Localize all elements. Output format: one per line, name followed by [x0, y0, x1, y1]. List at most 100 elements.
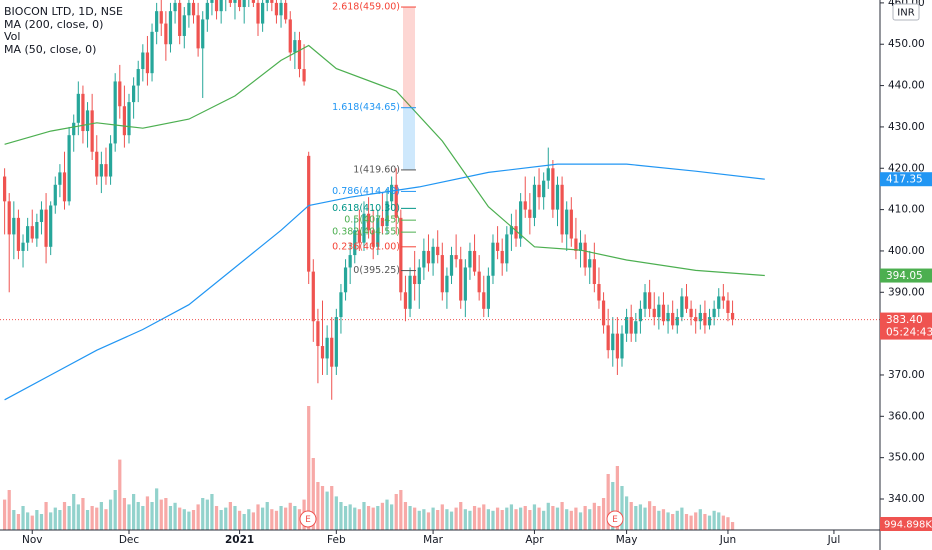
volume-bar — [242, 514, 246, 530]
candle-body — [726, 300, 730, 313]
candle-body — [597, 284, 601, 301]
candle-body — [7, 201, 11, 235]
volume-bar — [684, 514, 689, 530]
ma-line — [4, 163, 765, 401]
volume-bar — [707, 515, 712, 530]
legend-ma200: MA (200, close, 0) — [4, 18, 103, 31]
volume-bar — [104, 509, 108, 530]
candle-body — [311, 271, 315, 322]
volume-bar — [261, 507, 265, 530]
volume-bar — [67, 506, 71, 530]
candle-body — [150, 31, 154, 74]
volume-bar — [551, 506, 555, 530]
volume-bar — [689, 515, 693, 530]
candle-body — [265, 0, 269, 3]
candle-body — [532, 184, 537, 218]
volume-bar — [574, 507, 578, 530]
y-tick-label: 390.00 — [888, 286, 925, 298]
x-tick-label: Jul — [827, 534, 841, 546]
y-tick-label: 450.00 — [888, 38, 925, 50]
x-tick-label: Nov — [22, 534, 43, 546]
candle-body — [689, 308, 693, 318]
volume-bar — [311, 458, 315, 530]
volume-bar — [357, 509, 361, 530]
volume-bar — [293, 506, 297, 530]
candle-body — [657, 304, 661, 318]
candle-body — [703, 312, 707, 326]
y-tick-label: 360.00 — [888, 410, 925, 422]
volume-value-label: 994.898K — [884, 520, 932, 531]
volume-bar — [569, 510, 573, 530]
candle-body — [39, 209, 44, 223]
candle-body — [53, 184, 57, 206]
candle-body — [237, 0, 242, 8]
candle-body — [21, 242, 25, 251]
candle-body — [302, 69, 306, 82]
volume-bar — [380, 502, 385, 530]
volume-bar — [288, 502, 292, 530]
volume-bar — [408, 506, 412, 530]
last-price-label: 383.40 — [886, 314, 923, 326]
candle-body — [445, 275, 449, 293]
candle-body — [99, 164, 103, 177]
earnings-label[interactable]: E — [305, 515, 311, 525]
volume-bar — [274, 510, 279, 530]
volume-bar — [717, 512, 721, 530]
volume-bar — [320, 486, 325, 530]
volume-bar — [528, 510, 532, 530]
candle-body — [560, 184, 564, 235]
candle-body — [81, 93, 85, 132]
candle-body — [495, 242, 500, 251]
currency[interactable]: INR — [897, 8, 914, 19]
earnings-marker[interactable] — [299, 510, 317, 528]
candle-body — [30, 226, 34, 239]
candle-body — [717, 296, 721, 309]
volume-bar — [514, 509, 518, 530]
candle-body — [643, 292, 647, 309]
candle-body — [214, 0, 219, 12]
ma-value-box — [880, 268, 932, 283]
candle-body — [509, 226, 514, 235]
candle-body — [366, 213, 371, 231]
volume-bar — [463, 509, 467, 530]
volume-bar — [671, 514, 675, 530]
volume-bar — [666, 512, 670, 530]
candle-body — [634, 321, 638, 334]
volume-bar — [505, 507, 509, 530]
candle-body — [394, 184, 398, 218]
volume-bar — [468, 510, 472, 530]
x-tick-label: Jun — [719, 534, 736, 546]
candle-body — [440, 255, 444, 293]
volume-bar — [44, 502, 48, 530]
candle-body — [16, 217, 21, 251]
volume-bar — [164, 498, 168, 530]
earnings-marker[interactable] — [606, 510, 624, 528]
volume-bar — [348, 504, 352, 530]
volume-bar — [500, 510, 504, 530]
candle-body — [500, 250, 504, 264]
currency-box[interactable] — [892, 3, 920, 21]
volume-bar — [76, 504, 80, 530]
volume-bar — [150, 502, 154, 530]
volume-bar — [491, 510, 495, 530]
candle-body — [136, 69, 140, 86]
volume-bar — [279, 506, 283, 530]
volume-bar — [168, 506, 173, 530]
x-tick-label: May — [616, 534, 638, 546]
candle-body — [12, 217, 16, 235]
y-tick-label: 400.00 — [888, 245, 925, 257]
volume-bar — [413, 507, 417, 530]
candle-body — [555, 184, 560, 210]
volume-bar — [431, 507, 435, 530]
earnings-label[interactable]: E — [612, 515, 618, 525]
volume-bar — [35, 510, 39, 530]
candle-body — [330, 337, 334, 367]
volume-bar — [210, 494, 214, 530]
volume-bar — [417, 510, 421, 530]
volume-bar — [265, 502, 269, 530]
fib-label: 2.618(459.00) — [332, 2, 400, 13]
candle-body — [694, 317, 698, 322]
candle-body — [712, 308, 716, 318]
candle-body — [629, 317, 633, 334]
x-tick-label: Feb — [327, 534, 346, 546]
